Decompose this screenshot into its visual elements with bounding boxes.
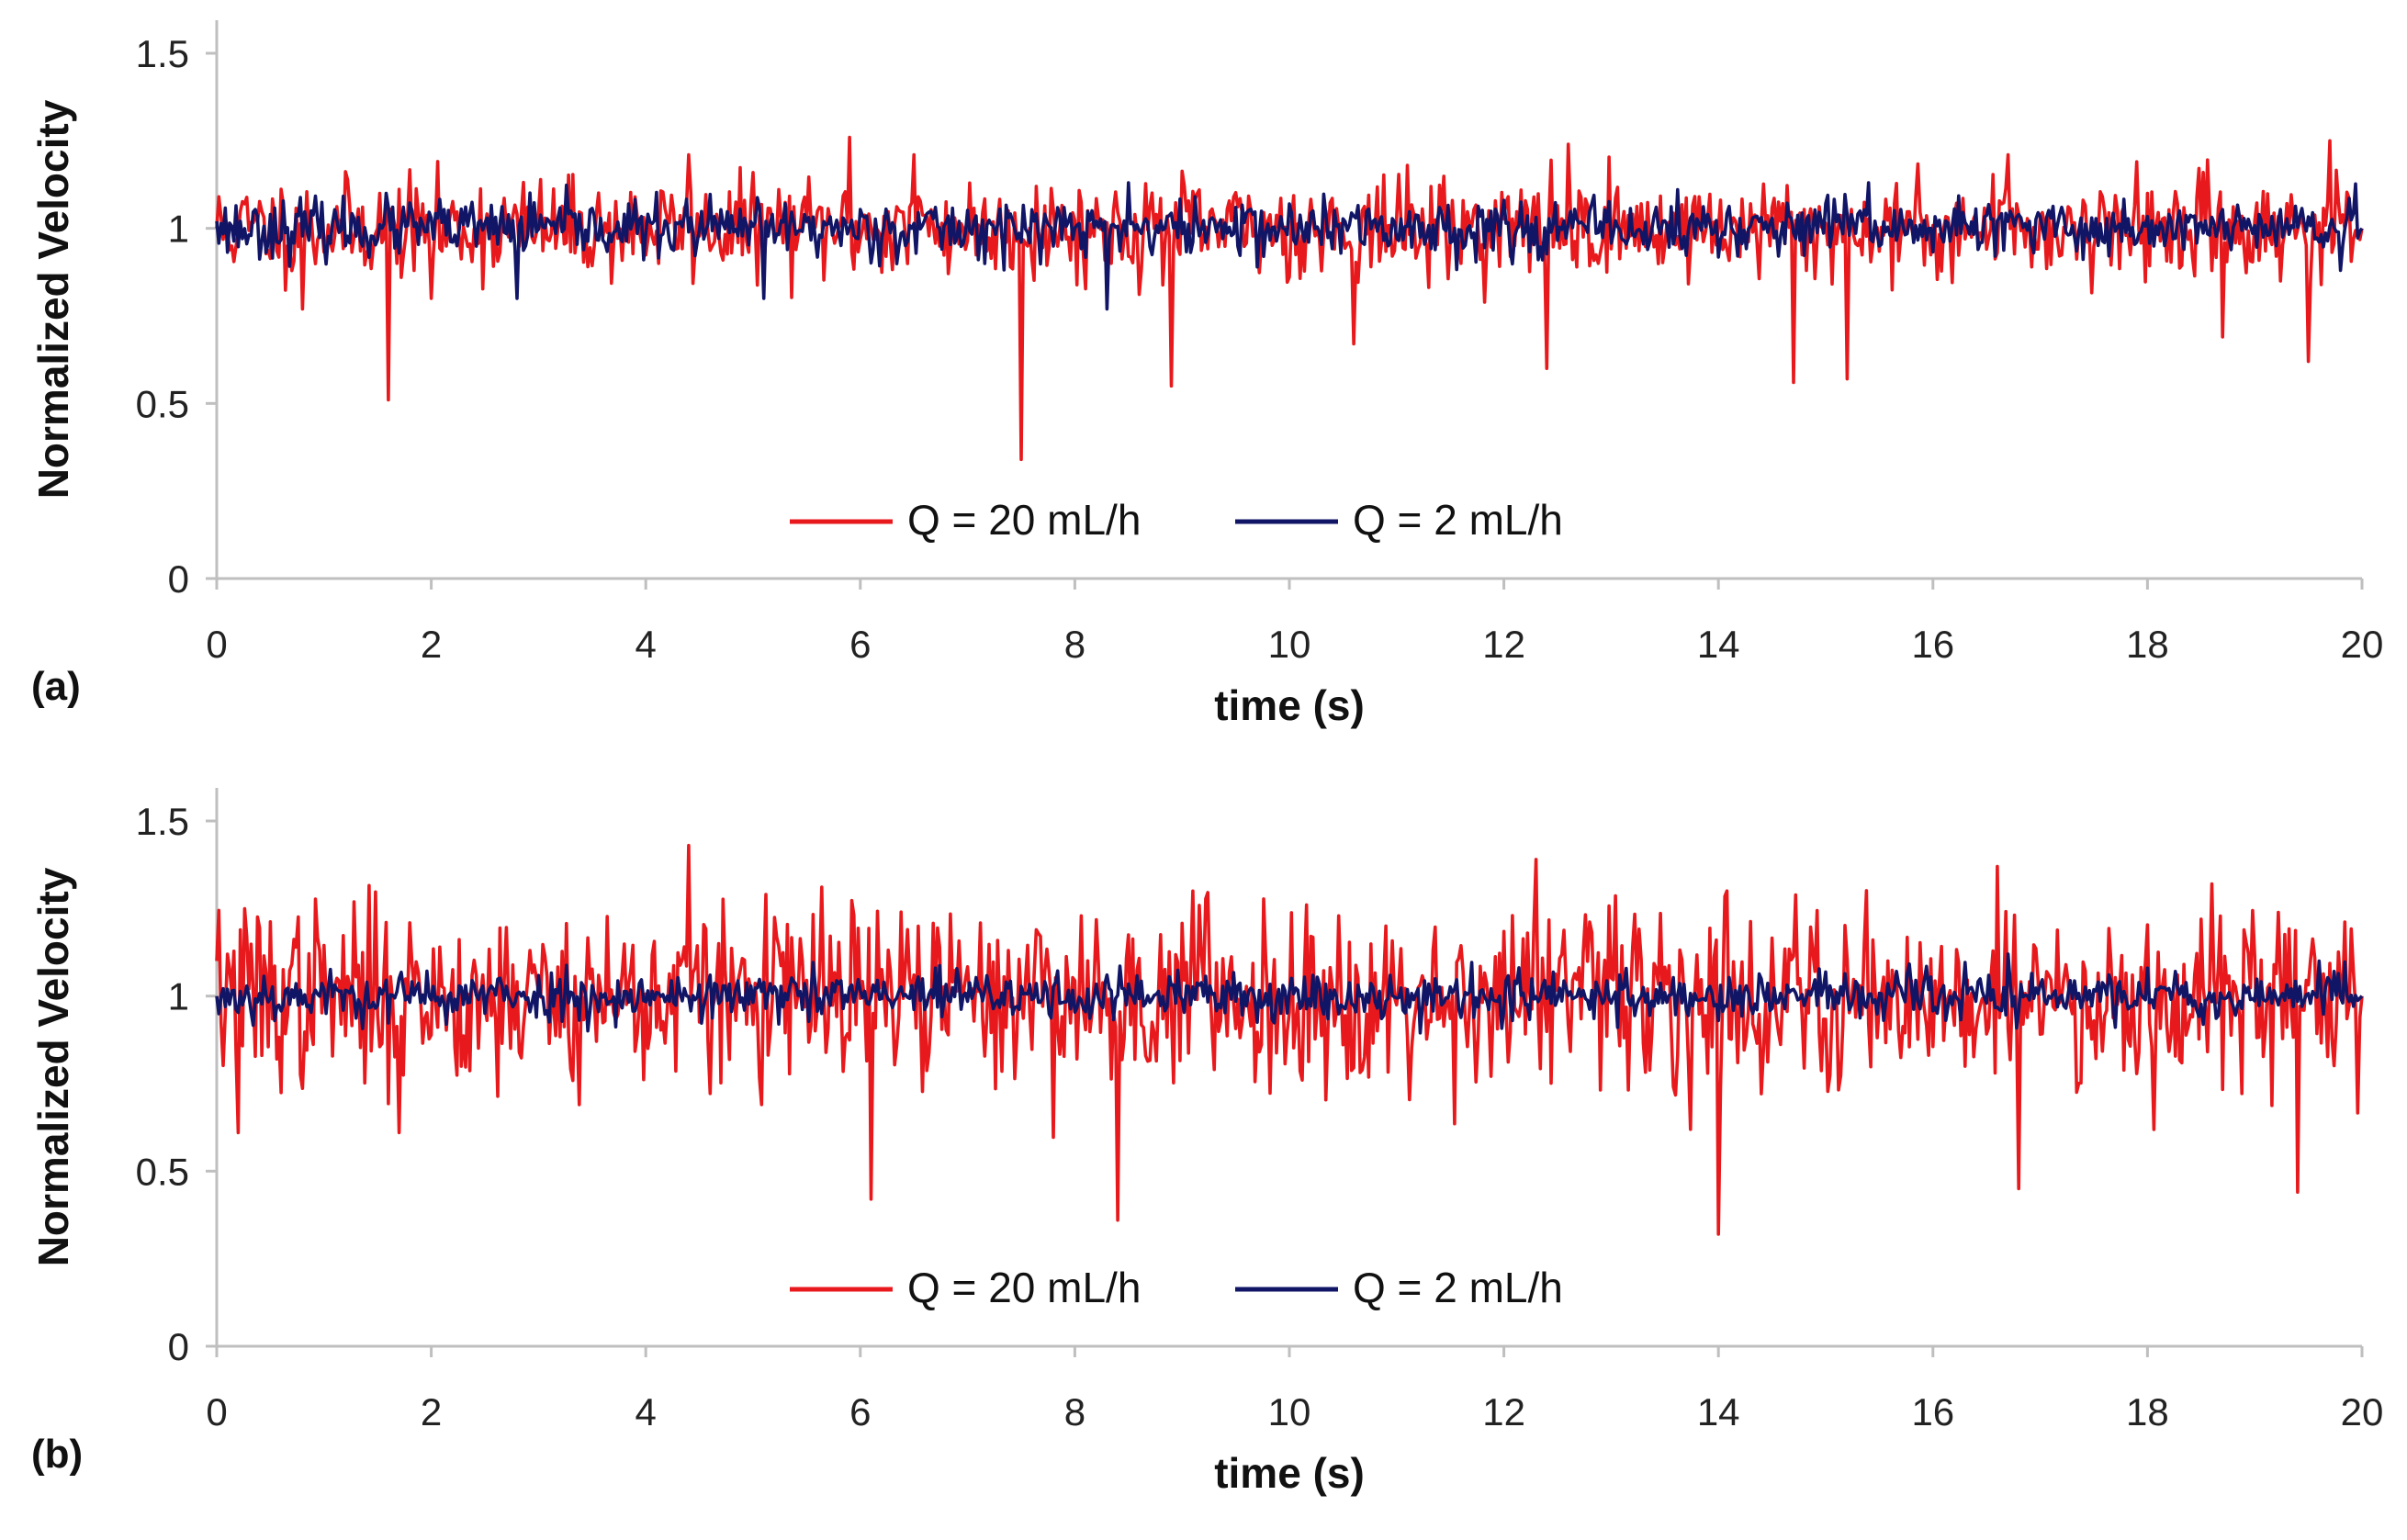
- legend-label: Q = 2 mL/h: [1353, 496, 1563, 544]
- x-tick-label: 20: [2341, 1390, 2384, 1433]
- x-tick-label: 18: [2126, 623, 2169, 666]
- x-tick-label: 0: [206, 1390, 227, 1433]
- y-tick-label: 0.5: [136, 1150, 189, 1193]
- x-tick-label: 4: [635, 623, 657, 666]
- x-tick-label: 20: [2341, 623, 2384, 666]
- x-tick-label: 10: [1268, 623, 1311, 666]
- y-tick-label: 0: [168, 1325, 189, 1368]
- x-tick-label: 14: [1697, 623, 1740, 666]
- y-axis-title: Normalized Velocity: [29, 99, 77, 499]
- x-tick-label: 8: [1064, 623, 1085, 666]
- x-tick-label: 18: [2126, 1390, 2169, 1433]
- series-line-q2: [215, 952, 2364, 1035]
- x-tick-label: 12: [1482, 1390, 1525, 1433]
- legend-label: Q = 2 mL/h: [1353, 1264, 1563, 1311]
- x-tick-label: 6: [849, 623, 871, 666]
- y-tick-label: 1.5: [136, 32, 189, 75]
- x-tick-label: 6: [849, 1390, 871, 1433]
- legend-label: Q = 20 mL/h: [907, 496, 1141, 544]
- y-axis-title: Normalized Velocity: [29, 867, 77, 1266]
- series-line-q20: [215, 135, 2364, 462]
- x-tick-label: 0: [206, 623, 227, 666]
- panel-label: (b): [31, 1432, 83, 1477]
- chart-panel-b: 0 0.5 1 1.5 0 2 4 6 8 10 12 14 16 18 20 time (s) Normali…: [0, 768, 2407, 1535]
- series-line-q2: [215, 181, 2364, 311]
- chart-svg: 0 0.5 1 1.5 0 2 4 6 8 10 12 14 16 18 20 time (s) Normali…: [29, 20, 2384, 729]
- y-tick-label: 1: [168, 975, 189, 1018]
- y-tick-label: 0.5: [136, 382, 189, 425]
- x-tick-label: 2: [421, 1390, 442, 1433]
- chart-panel-a: 0 0.5 1 1.5 0 2 4 6 8 10 12 14 16 18 20 time (s) Normali…: [0, 0, 2407, 768]
- x-axis-title: time (s): [1214, 681, 1365, 729]
- x-tick-label: 10: [1268, 1390, 1311, 1433]
- x-tick-label: 8: [1064, 1390, 1085, 1433]
- x-tick-label: 4: [635, 1390, 657, 1433]
- x-tick-label: 12: [1482, 623, 1525, 666]
- y-tick-label: 0: [168, 557, 189, 601]
- x-tick-label: 16: [1911, 623, 1954, 666]
- panel-label: (a): [31, 664, 81, 709]
- y-tick-label: 1: [168, 208, 189, 251]
- x-axis-title: time (s): [1214, 1449, 1365, 1497]
- x-tick-label: 14: [1697, 1390, 1740, 1433]
- y-tick-label: 1.5: [136, 800, 189, 843]
- series-line-q20: [215, 843, 2364, 1236]
- legend-label: Q = 20 mL/h: [907, 1264, 1141, 1311]
- x-tick-label: 16: [1911, 1390, 1954, 1433]
- chart-svg: 0 0.5 1 1.5 0 2 4 6 8 10 12 14 16 18 20 time (s) Normali…: [29, 788, 2384, 1497]
- x-tick-label: 2: [421, 623, 442, 666]
